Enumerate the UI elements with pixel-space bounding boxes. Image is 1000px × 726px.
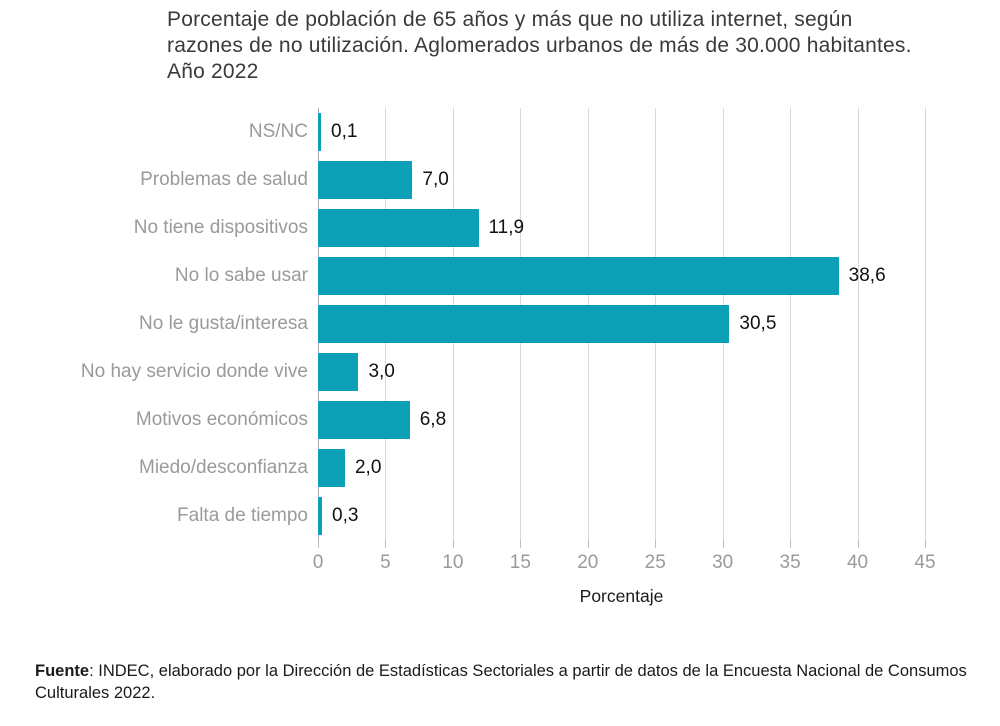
x-tick-mark-30 [722,540,724,548]
value-label: 30,5 [739,313,777,334]
x-tick-label-0: 0 [312,552,324,573]
x-tick-label-30: 30 [712,552,734,573]
bar [318,353,359,391]
value-label: 0,1 [331,121,358,142]
gridline-45 [925,108,926,540]
gridline-40 [857,108,859,540]
source-label: Fuente [35,662,90,680]
value-label: 0,3 [332,505,359,526]
bar-chart: 0 5 10 15 20 25 30 35 40 45 Porcentaje NS/NC 0,1 Prob… [0,108,1000,618]
category-label: Falta de tiempo [177,505,308,526]
x-tick-label-15: 15 [509,552,531,573]
source-text: : INDEC, elaborado por la Dirección de E… [35,662,967,702]
bar [318,209,479,247]
source-note: Fuente: INDEC, elaborado por la Direcció… [35,660,975,704]
x-tick-mark-40 [857,540,859,548]
category-label: No le gusta/interesa [139,313,308,334]
x-tick-mark-20 [587,540,589,548]
x-tick-mark-0 [318,540,319,548]
x-tick-mark-10 [452,540,454,548]
x-tick-mark-25 [655,540,657,548]
x-axis-label: Porcentaje [579,586,664,606]
value-label: 3,0 [368,361,395,382]
category-label: NS/NC [248,121,308,142]
x-tick-mark-45 [925,540,926,548]
bar [318,401,410,439]
bar [318,305,730,343]
category-label: No lo sabe usar [174,265,308,286]
category-label: No hay servicio donde vive [80,361,308,382]
x-tick-label-20: 20 [577,552,599,573]
value-label: 6,8 [419,409,447,430]
x-tick-label-45: 45 [914,552,936,573]
category-label: Motivos económicos [135,409,308,430]
bar [318,161,413,199]
bar [318,497,323,535]
bar [318,113,321,151]
value-label: 11,9 [488,217,525,238]
x-tick-mark-15 [520,540,522,548]
category-label: Problemas de salud [140,169,308,190]
bar [318,449,345,487]
category-label: Miedo/desconfianza [139,457,308,478]
bar [318,257,839,295]
value-label: 7,0 [422,169,449,190]
x-tick-label-25: 25 [644,552,666,573]
gridline-35 [790,108,792,540]
value-label: 38,6 [848,265,886,286]
x-tick-label-35: 35 [779,552,801,573]
x-tick-mark-35 [790,540,792,548]
x-tick-label-10: 10 [442,552,464,573]
value-label: 2,0 [354,457,382,478]
x-tick-label-5: 5 [380,552,391,573]
chart-title: Porcentaje de población de 65 años y más… [167,8,912,83]
x-tick-mark-5 [385,540,387,548]
x-tick-label-40: 40 [846,552,869,573]
category-label: No tiene dispositivos [133,217,308,238]
